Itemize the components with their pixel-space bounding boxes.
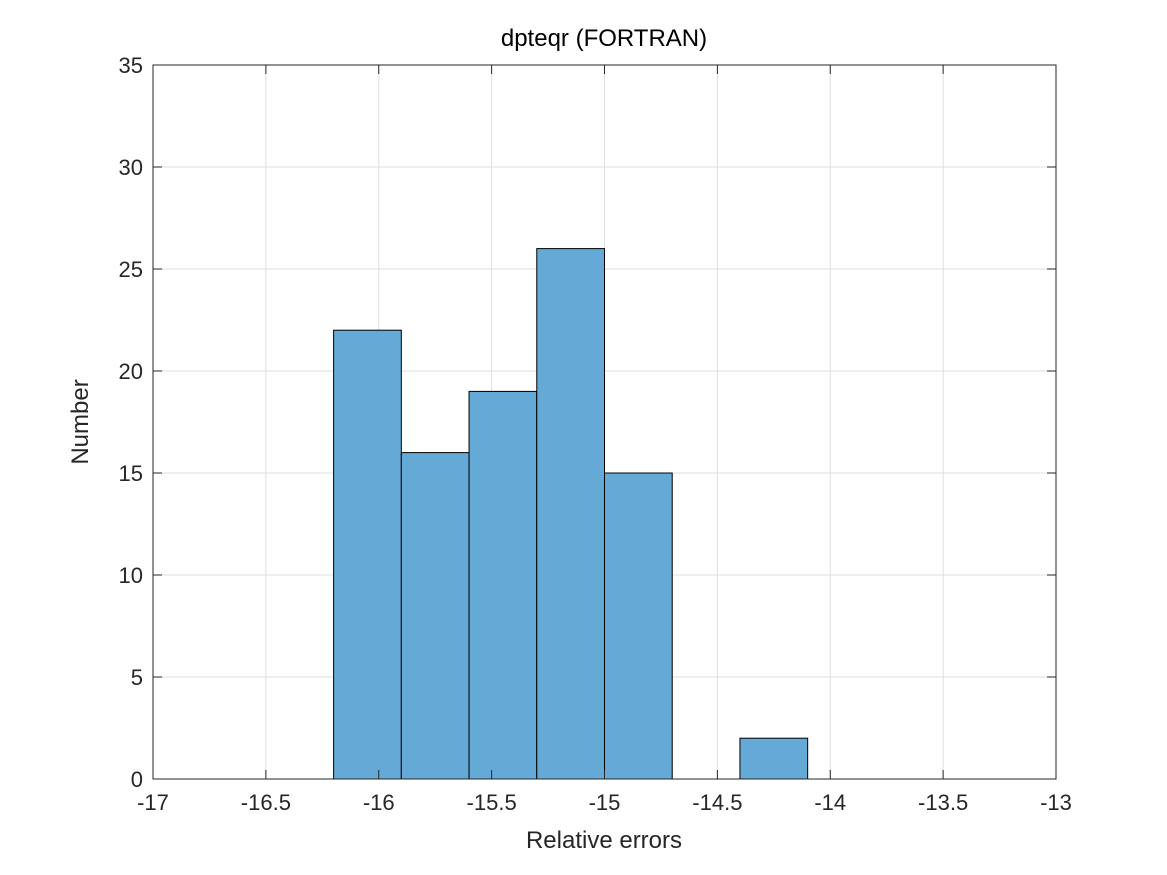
x-tick-label: -14 xyxy=(814,790,846,815)
x-tick-label: -15 xyxy=(589,790,621,815)
histogram-bar xyxy=(536,248,606,780)
y-tick-label: 15 xyxy=(119,461,143,486)
y-tick-label: 10 xyxy=(119,563,143,588)
x-tick-label: -13.5 xyxy=(918,790,968,815)
histogram-bar xyxy=(333,329,402,780)
x-tick-label: -17 xyxy=(137,790,169,815)
y-tick-label: 35 xyxy=(119,53,143,78)
y-tick-label: 20 xyxy=(119,359,143,384)
y-tick-label: 5 xyxy=(131,665,143,690)
x-tick-label: -13 xyxy=(1040,790,1072,815)
histogram-bar xyxy=(400,452,470,780)
x-axis-title: Relative errors xyxy=(526,827,682,854)
chart-title: dpteqr (FORTRAN) xyxy=(501,25,707,52)
y-tick-label: 0 xyxy=(131,767,143,792)
x-tick-label: -16 xyxy=(363,790,395,815)
y-tick-label: 25 xyxy=(119,257,143,282)
y-axis-title: Number xyxy=(67,379,94,464)
histogram-bar xyxy=(468,390,538,780)
x-tick-label: -16.5 xyxy=(241,790,291,815)
x-tick-labels: -17 -16.5 -16 -15.5 -15 -14.5 -14 -13.5 -13 xyxy=(137,790,1072,815)
y-tick-label: 30 xyxy=(119,155,143,180)
x-tick-label: -14.5 xyxy=(692,790,742,815)
histogram-bar xyxy=(739,737,809,780)
y-tick-labels: 0 5 10 15 20 25 30 35 xyxy=(119,53,143,792)
x-tick-label: -15.5 xyxy=(467,790,517,815)
histogram-bars xyxy=(333,248,809,780)
histogram-bar xyxy=(604,472,673,780)
tick-marks xyxy=(152,64,1057,780)
